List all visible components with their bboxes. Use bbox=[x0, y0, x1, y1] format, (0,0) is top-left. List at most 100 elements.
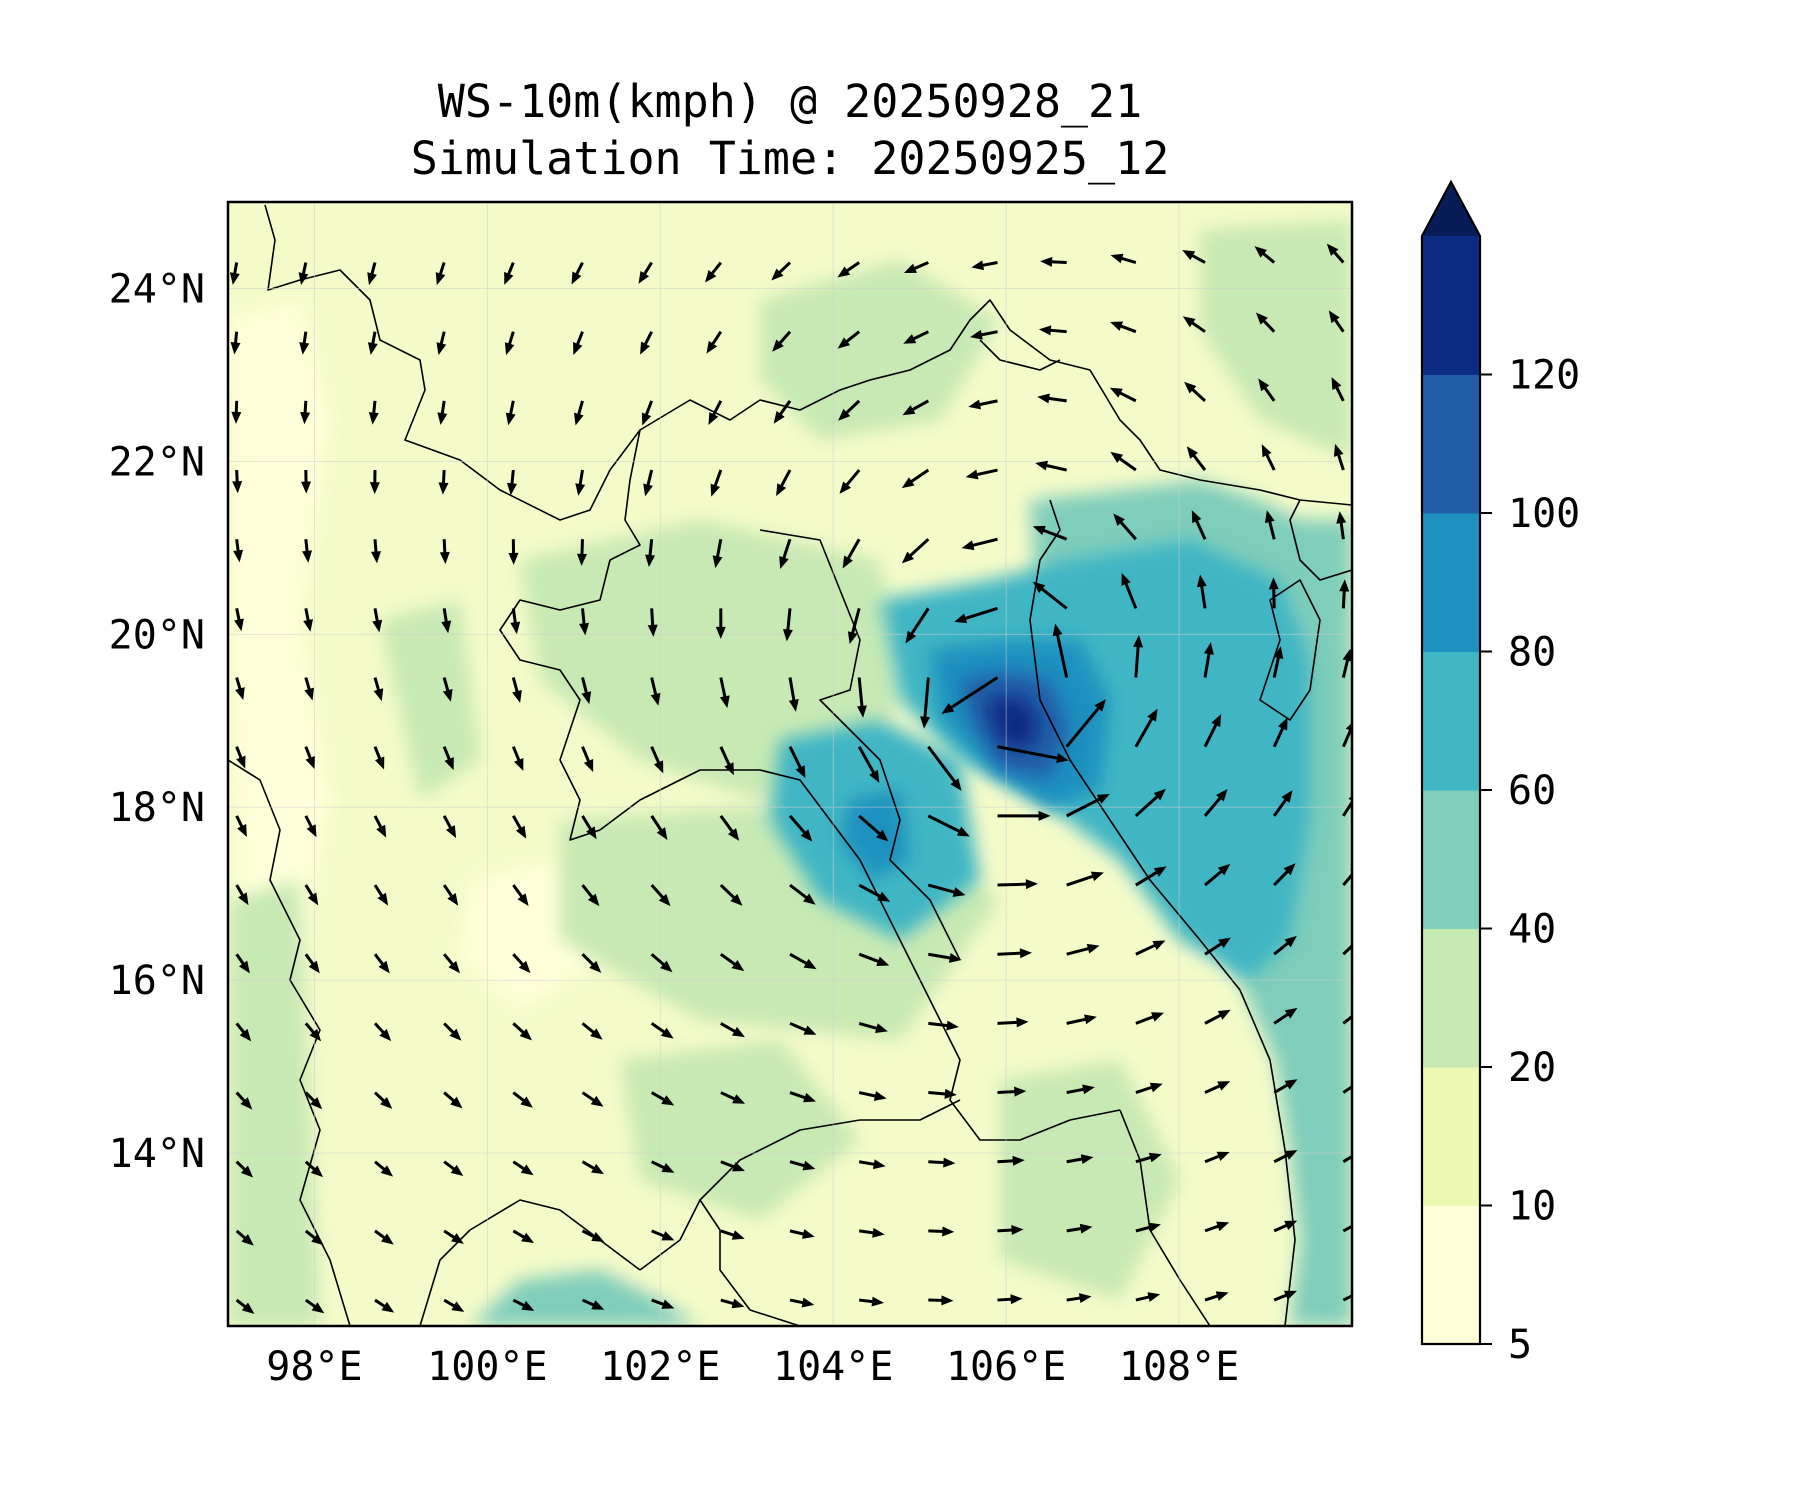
wind-vector bbox=[510, 608, 521, 635]
colorbar-tick-label: 5 bbox=[1508, 1322, 1532, 1368]
wind-vector bbox=[847, 607, 861, 645]
wind-vector bbox=[645, 539, 656, 567]
wind-vector bbox=[839, 469, 861, 494]
wind-vector bbox=[304, 1298, 325, 1314]
wind-vector bbox=[581, 1160, 604, 1175]
wind-vector bbox=[858, 1296, 884, 1307]
wind-vector bbox=[581, 746, 594, 772]
wind-vector bbox=[370, 539, 381, 564]
wind-vector bbox=[1110, 253, 1137, 264]
wind-vector bbox=[438, 469, 449, 495]
wind-vector bbox=[1066, 1014, 1097, 1025]
wind-vector bbox=[369, 470, 380, 495]
wind-vector bbox=[1135, 940, 1166, 956]
wind-vector bbox=[905, 607, 930, 644]
longitude-tick-label: 108°E bbox=[1119, 1344, 1239, 1390]
figure-title: WS-10m(kmph) @ 20250928_21 bbox=[438, 75, 1142, 128]
wind-vector bbox=[1032, 525, 1068, 541]
wind-vector bbox=[1273, 1220, 1298, 1233]
wind-vector bbox=[706, 330, 723, 354]
wind-vector bbox=[443, 1229, 464, 1244]
wind-vector bbox=[373, 815, 387, 838]
wind-vector bbox=[715, 608, 726, 639]
wind-vector bbox=[235, 953, 250, 974]
wind-vector bbox=[436, 331, 447, 356]
wind-vector bbox=[1066, 1293, 1092, 1304]
wind-vector bbox=[235, 677, 245, 701]
wind-vector bbox=[1203, 789, 1228, 817]
wind-vector bbox=[374, 1229, 394, 1245]
wind-vector bbox=[367, 331, 378, 355]
wind-vector bbox=[1273, 1290, 1297, 1302]
longitude-tick-label: 106°E bbox=[946, 1344, 1066, 1390]
wind-vector bbox=[643, 469, 654, 497]
wind-vector bbox=[235, 815, 247, 837]
wind-vectors bbox=[229, 243, 1352, 1369]
wind-vector bbox=[789, 952, 817, 970]
wind-vector bbox=[928, 1020, 959, 1031]
colorbar-segment bbox=[1422, 513, 1480, 652]
wind-vector bbox=[373, 884, 389, 906]
wind-vector bbox=[640, 331, 654, 355]
wind-vector bbox=[304, 1091, 323, 1110]
wind-vector bbox=[1135, 1082, 1163, 1094]
wind-vector bbox=[1274, 1360, 1297, 1369]
latitude-tick-label: 24°N bbox=[109, 266, 205, 312]
wind-vector bbox=[232, 469, 243, 494]
wind-vector bbox=[373, 746, 385, 770]
wind-vector bbox=[505, 400, 516, 426]
wind-vector bbox=[927, 814, 970, 837]
wind-vector bbox=[235, 884, 249, 906]
wind-vector bbox=[1037, 393, 1067, 404]
wind-vector bbox=[773, 399, 792, 424]
wind-vector bbox=[1135, 1222, 1161, 1233]
wind-vector bbox=[512, 884, 529, 906]
wind-vector bbox=[300, 400, 311, 425]
wind-vector bbox=[507, 469, 517, 496]
latitude-tick-label: 18°N bbox=[109, 785, 205, 831]
wind-vector bbox=[235, 1091, 253, 1110]
latitude-tick-label: 20°N bbox=[109, 612, 205, 658]
colorbar-tick-label: 100 bbox=[1508, 491, 1580, 537]
wind-vector bbox=[1331, 377, 1345, 402]
wind-vector bbox=[1273, 1150, 1298, 1164]
wind-vector bbox=[1066, 943, 1100, 956]
wind-vector bbox=[941, 676, 999, 714]
wind-vector bbox=[1184, 381, 1207, 402]
wind-vector bbox=[304, 953, 320, 974]
wind-vector bbox=[1134, 708, 1158, 748]
wind-vector bbox=[789, 1297, 815, 1308]
wind-vector bbox=[838, 399, 861, 421]
wind-vector bbox=[373, 1022, 392, 1042]
wind-vector bbox=[837, 330, 861, 349]
wind-vector bbox=[1186, 446, 1207, 471]
colorbar-segment bbox=[1422, 374, 1480, 514]
wind-vector bbox=[443, 1160, 464, 1177]
wind-vector bbox=[651, 1160, 675, 1173]
wind-vector bbox=[1204, 1291, 1229, 1302]
wind-vector bbox=[512, 1298, 535, 1311]
wind-vector bbox=[710, 469, 723, 497]
wind-vector bbox=[229, 262, 240, 285]
latitude-tick-label: 14°N bbox=[109, 1131, 205, 1177]
wind-vector bbox=[708, 400, 723, 426]
wind-vector bbox=[970, 329, 998, 340]
wind-vector bbox=[581, 677, 592, 705]
wind-vector bbox=[1182, 316, 1206, 333]
wind-vector bbox=[1333, 443, 1345, 471]
wind-vector bbox=[789, 1160, 816, 1171]
longitude-tick-label: 102°E bbox=[600, 1344, 720, 1390]
wind-vector bbox=[968, 399, 998, 410]
colorbar-segment bbox=[1422, 1067, 1480, 1206]
wind-vector bbox=[1052, 623, 1069, 678]
wind-vector bbox=[1273, 935, 1297, 956]
wind-vector bbox=[1134, 788, 1166, 817]
wind-vector bbox=[373, 1091, 393, 1109]
wind-vector bbox=[576, 539, 587, 566]
wind-vector bbox=[779, 538, 792, 569]
wind-vector bbox=[1133, 635, 1144, 678]
wind-vector bbox=[443, 953, 461, 974]
wind-vector bbox=[301, 470, 312, 494]
wind-vector bbox=[1255, 312, 1276, 333]
wind-vector bbox=[1182, 250, 1206, 264]
